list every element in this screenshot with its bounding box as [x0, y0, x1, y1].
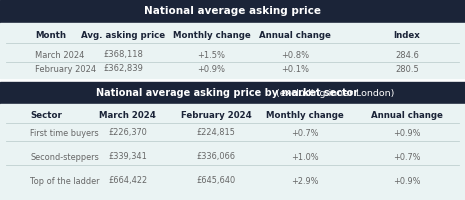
- Text: Month: Month: [35, 31, 66, 40]
- Text: March 2024: March 2024: [100, 112, 156, 120]
- Text: First time buyers: First time buyers: [30, 129, 99, 138]
- Text: +1.5%: +1.5%: [198, 50, 226, 60]
- Text: 284.6: 284.6: [395, 50, 419, 60]
- Text: National average asking price by market sector: National average asking price by market …: [96, 88, 358, 98]
- Text: March 2024: March 2024: [35, 50, 84, 60]
- Bar: [0, 23, 465, 78]
- Text: Index: Index: [393, 31, 420, 40]
- Text: Monthly change: Monthly change: [173, 31, 251, 40]
- Text: +1.0%: +1.0%: [291, 152, 319, 162]
- Text: February 2024: February 2024: [181, 112, 252, 120]
- Text: £362,839: £362,839: [103, 64, 143, 73]
- Text: £664,422: £664,422: [108, 176, 147, 186]
- Text: Second-steppers: Second-steppers: [30, 152, 99, 162]
- Text: +0.9%: +0.9%: [393, 176, 421, 186]
- Text: £339,341: £339,341: [108, 152, 147, 162]
- Text: +0.7%: +0.7%: [291, 129, 319, 138]
- Bar: [0, 104, 465, 200]
- Bar: [0, 0, 465, 23]
- Text: Top of the ladder: Top of the ladder: [30, 176, 100, 186]
- Text: Annual change: Annual change: [371, 112, 443, 120]
- Text: Monthly change: Monthly change: [266, 112, 344, 120]
- Text: £645,640: £645,640: [197, 176, 236, 186]
- Text: +0.9%: +0.9%: [393, 129, 421, 138]
- Text: Sector: Sector: [30, 112, 62, 120]
- Text: National average asking price by market sector (excluding inner London): National average asking price by market …: [53, 88, 412, 98]
- Text: February 2024: February 2024: [35, 64, 96, 73]
- Text: 280.5: 280.5: [395, 64, 419, 73]
- Text: +0.9%: +0.9%: [198, 64, 226, 73]
- Text: +0.7%: +0.7%: [393, 152, 421, 162]
- Text: (excluding inner London): (excluding inner London): [273, 88, 394, 98]
- Text: +0.8%: +0.8%: [281, 50, 309, 60]
- Text: National average asking price: National average asking price: [144, 6, 321, 17]
- Text: £336,066: £336,066: [197, 152, 236, 162]
- Text: £226,370: £226,370: [108, 129, 147, 138]
- Bar: [0, 82, 465, 104]
- Text: +2.9%: +2.9%: [291, 176, 319, 186]
- Text: £368,118: £368,118: [103, 50, 143, 60]
- Text: £224,815: £224,815: [197, 129, 236, 138]
- Text: +0.1%: +0.1%: [281, 64, 309, 73]
- Text: Annual change: Annual change: [259, 31, 331, 40]
- Text: Avg. asking price: Avg. asking price: [81, 31, 165, 40]
